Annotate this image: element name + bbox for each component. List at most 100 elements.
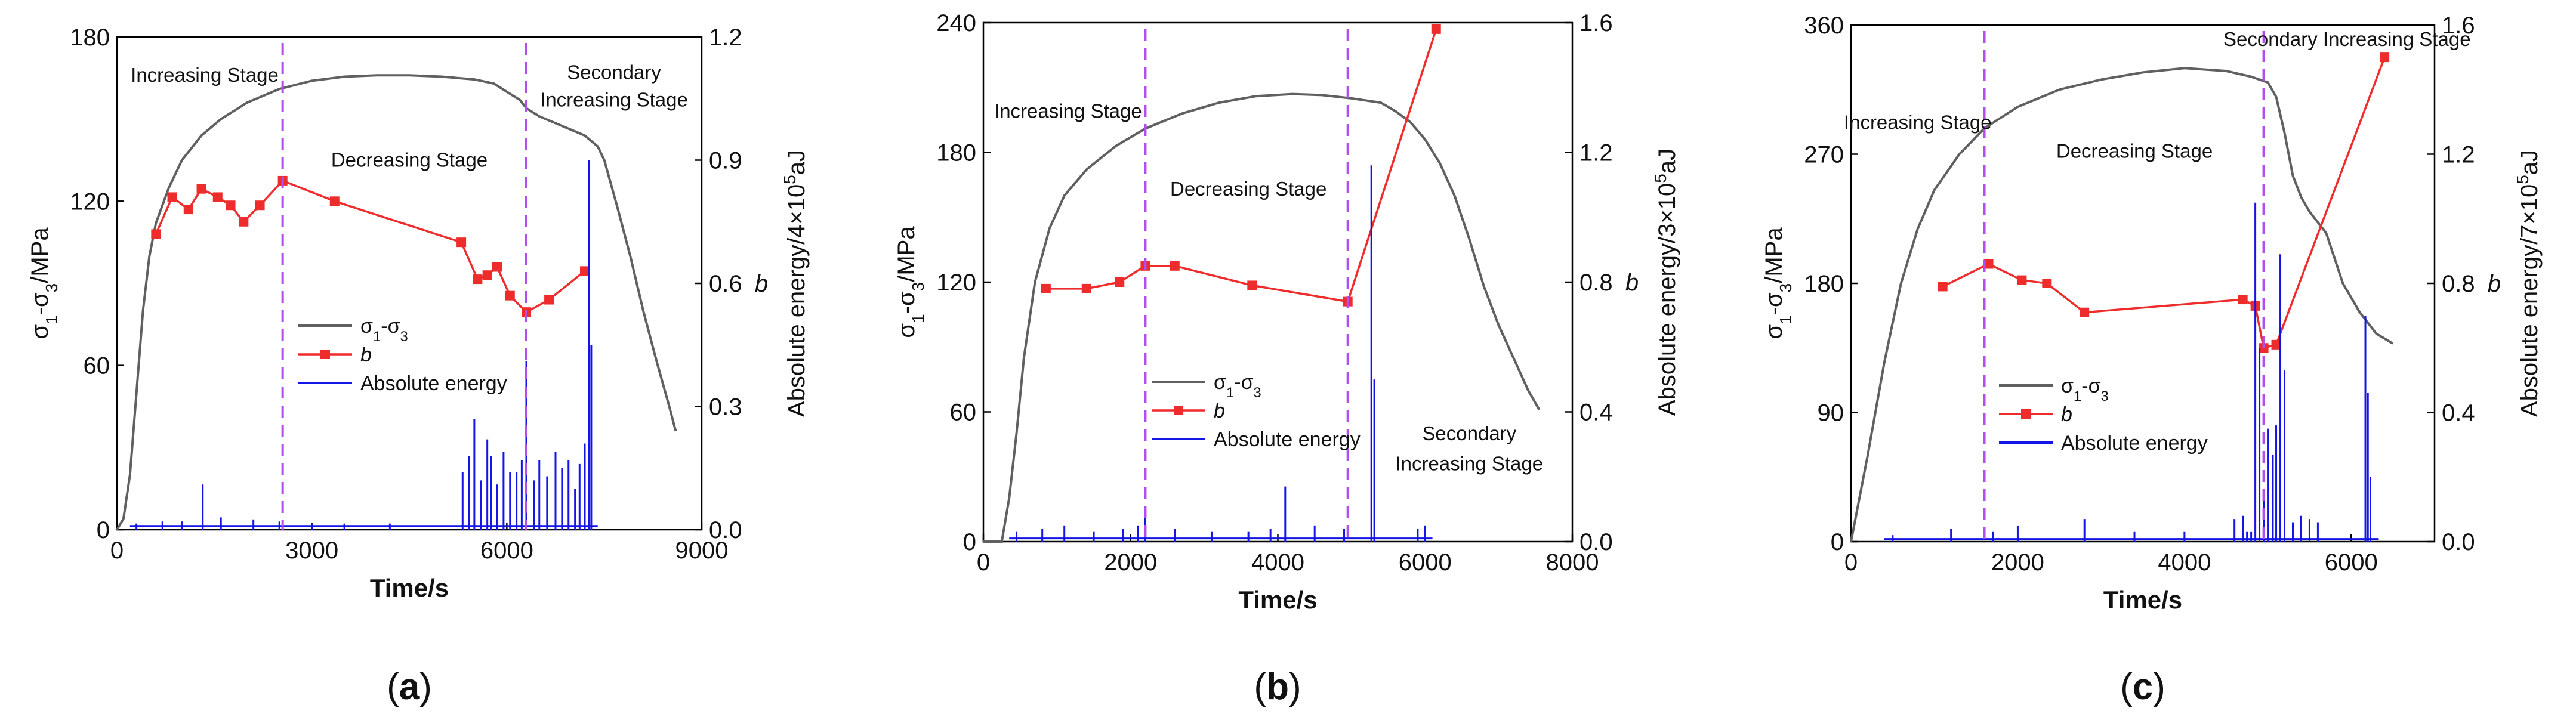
b-marker (1170, 261, 1180, 271)
y-right-axis-title-part: aJ (1654, 149, 1680, 174)
y-left-axis-title-part: 1 (1776, 315, 1795, 324)
legend-label-stress-part: - (2081, 375, 2088, 397)
b-line (1942, 57, 2386, 350)
b-marker (196, 184, 206, 194)
stage-label: Decreasing Stage (2056, 140, 2213, 162)
y-left-axis-title-part: /MPa (893, 226, 920, 282)
y-left-tick-label: 240 (936, 10, 976, 36)
y-right-tick-label: 0.8 (1579, 270, 1613, 296)
y-right-tick-label: 0.3 (709, 394, 742, 421)
b-marker (212, 192, 223, 202)
panel-label-close: ) (419, 666, 432, 707)
y-right-tick-label: 1.6 (1579, 10, 1613, 36)
b-marker (1115, 277, 1125, 287)
x-tick-label: 6000 (1399, 549, 1452, 576)
panel-label-open: ( (1254, 666, 1266, 707)
legend-label-energy: Absolute energy (360, 372, 507, 395)
y-right-tick-label: 0.9 (709, 148, 742, 174)
x-tick-label: 8000 (1546, 549, 1599, 576)
x-axis-title: Time/s (370, 574, 449, 602)
stage-label: Secondary (567, 61, 661, 84)
y-left-axis-title-part: σ (1761, 324, 1787, 339)
y-left-tick-label: 120 (936, 270, 976, 296)
y-right-b-label: b (2488, 271, 2501, 297)
panel-label: (b) (1254, 666, 1301, 707)
y-left-tick-label: 270 (1804, 142, 1844, 168)
panel-label-letter: a (399, 666, 420, 707)
legend-label-b: b (1214, 400, 1225, 422)
legend-label-stress-part: 1 (373, 329, 381, 345)
legend-label-energy: Absolute energy (2061, 432, 2208, 455)
b-marker (1247, 280, 1257, 290)
panel-label-close: ) (2153, 666, 2165, 707)
b-marker (580, 266, 590, 276)
legend-label-stress-part: 3 (400, 329, 408, 345)
x-tick-label: 2000 (1104, 549, 1157, 576)
y-left-axis-title: σ1-σ3/MPa (27, 227, 61, 339)
y-left-axis-title-part: σ (893, 291, 920, 306)
panel-label-open: ( (387, 666, 399, 707)
y-right-axis-title: Absolute energy/7×105aJ (2513, 150, 2543, 417)
legend-label-stress-part: 1 (2074, 388, 2081, 404)
y-right-axis-title: Absolute energy/3×105aJ (1651, 149, 1681, 416)
legend-label-stress-part: - (381, 315, 387, 338)
x-tick-label: 6000 (480, 537, 533, 564)
y-right-axis-title-part: Absolute energy/4×10 (783, 184, 810, 417)
stage-label: Decreasing Stage (331, 149, 488, 171)
x-tick-label: 0 (1844, 549, 1858, 576)
stress-line (1850, 67, 2394, 542)
y-right-axis-title-part: Absolute energy/7×10 (2516, 184, 2543, 417)
b-marker (482, 270, 492, 280)
stage-label: Increasing Stage (540, 89, 688, 111)
y-left-tick-label: 90 (1818, 400, 1844, 427)
b-marker (1431, 24, 1441, 34)
y-left-tick-label: 0 (97, 517, 110, 543)
y-right-axis-title-part: 5 (2513, 175, 2532, 184)
b-marker (2271, 339, 2281, 350)
legend-label-stress-part: - (1234, 371, 1241, 394)
b-marker (492, 262, 502, 272)
stage-label: Secondary (1422, 422, 1516, 444)
legend-label-stress-part: 3 (2101, 388, 2109, 404)
b-marker (2380, 52, 2390, 63)
y-left-axis-title-part: σ (27, 324, 53, 339)
y-right-tick-label: 0.0 (2442, 529, 2475, 555)
x-axis-title: Time/s (1238, 586, 1317, 614)
x-tick-label: 9000 (675, 537, 729, 564)
panel-a: 0 3000 6000 9000 0 60 120 180 0.0 0.3 0.6 0.9 1.2 Tim… (27, 24, 810, 707)
b-marker (505, 290, 515, 301)
panel-label-open: ( (2120, 666, 2133, 707)
legend-label-stress-part: 3 (1254, 385, 1261, 401)
y-left-axis-title-part: 3 (1776, 283, 1795, 293)
y-left-tick-label: 60 (950, 400, 977, 426)
y-right-tick-label: 1.6 (2442, 13, 2475, 39)
legend-label-b: b (2061, 403, 2072, 426)
y-left-axis-title-part: - (27, 307, 53, 315)
y-right-tick-label: 0.4 (2442, 400, 2475, 427)
x-tick-label: 0 (977, 549, 990, 576)
stage-label: Increasing Stage (1395, 453, 1543, 475)
y-left-tick-label: 120 (70, 188, 110, 215)
x-tick-label: 3000 (285, 537, 338, 564)
panel-b: 0 2000 4000 6000 8000 0 60 120 180 240 0.0 0.4 0.8 1.… (893, 10, 1680, 707)
panel-label: (c) (2120, 666, 2165, 707)
y-left-axis-title-part: σ (893, 323, 920, 338)
y-left-axis-title-part: 1 (42, 315, 61, 324)
b-marker (456, 237, 467, 248)
legend-label-stress-part: σ (1214, 371, 1226, 394)
b-marker (1041, 283, 1051, 293)
stress-line (983, 92, 1541, 543)
legend-label-b: b (360, 344, 372, 366)
y-left-axis-title-part: σ (1761, 292, 1787, 307)
legend-label-energy: Absolute energy (1214, 428, 1361, 451)
stage-label: Decreasing Stage (1170, 178, 1326, 200)
legend-label-stress-part: σ (388, 315, 400, 338)
y-right-axis-title-part: aJ (2516, 150, 2543, 175)
y-right-axis-title: Absolute energy/4×105aJ (780, 150, 810, 417)
legend-label-stress-part: σ (360, 315, 373, 338)
b-marker (151, 229, 161, 239)
y-left-axis-title-part: - (893, 306, 920, 314)
